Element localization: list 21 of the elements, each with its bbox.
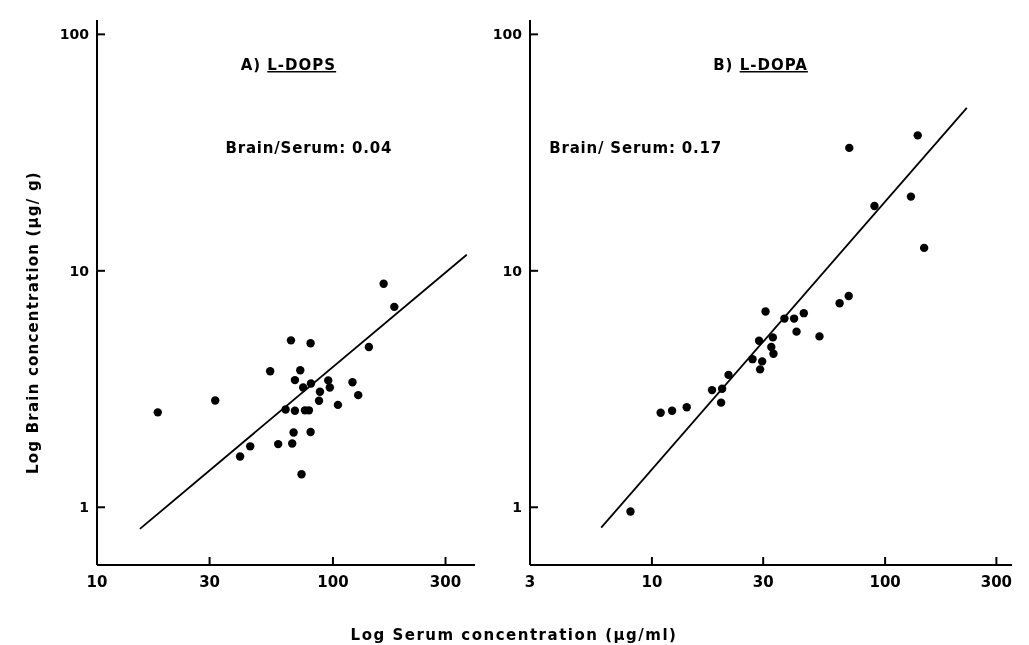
annotation: Brain/Serum: 0.04 [225,139,393,157]
y-axis-title: Log Brain concentration (µg/ g) [24,171,42,474]
x-tick-label: 30 [752,573,774,591]
x-tick-label: 10 [641,573,663,591]
x-tick-label: 10 [86,573,108,591]
x-tick-label: 100 [869,573,901,591]
text: B) L-DOPA [713,56,808,74]
x-axis-title: Log Serum concentration (µg/ml) [350,626,678,644]
x-tick-label: 100 [317,573,349,591]
x-tick-label: 300 [429,573,462,591]
y-tick-label: 10 [502,262,523,279]
y-tick-label: 1 [79,499,89,516]
x-tick-label: 30 [199,573,221,591]
y-tick-label: 10 [69,262,90,279]
y-tick-label: 100 [492,26,523,43]
y-tick-label: 100 [59,26,90,43]
x-tick-label: 3 [524,573,536,591]
y-tick-label: 1 [512,499,522,516]
text: A) L-DOPS [240,56,337,74]
annotation: Brain/ Serum: 0.17 [549,139,723,157]
x-tick-label: 300 [980,573,1013,591]
